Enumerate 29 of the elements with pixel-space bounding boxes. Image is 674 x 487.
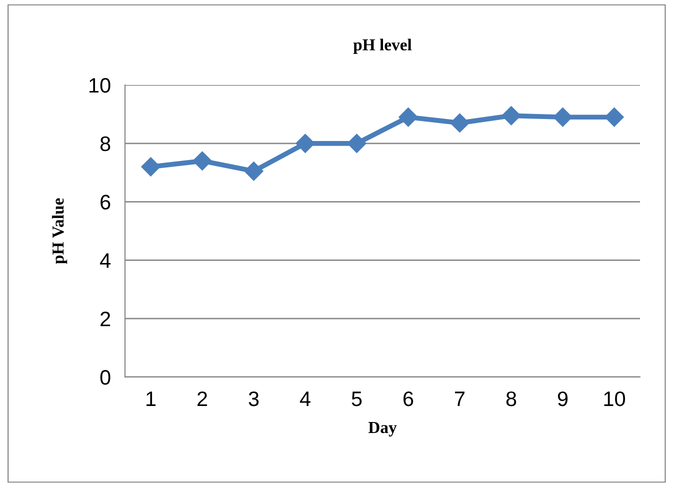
y-axis-title: pH Value (52, 198, 68, 264)
chart-title: pH level (353, 38, 412, 54)
y-tick-label: 0 (100, 370, 110, 385)
x-tick-label: 3 (248, 391, 259, 406)
point (141, 157, 160, 176)
point (296, 134, 315, 153)
y-tick-label: 2 (100, 312, 110, 326)
x-tick-label: 4 (300, 392, 310, 406)
point (450, 113, 470, 132)
y-tick-label: 6 (100, 194, 110, 210)
point (347, 134, 366, 153)
x-tick-label: 9 (558, 391, 568, 406)
point (604, 108, 624, 127)
point (398, 108, 418, 127)
x-tick-label: 5 (352, 392, 362, 406)
point (192, 151, 212, 170)
x-tick-label: 7 (455, 392, 464, 406)
x-tick-label: 6 (404, 391, 414, 406)
x-axis-title: Day (368, 422, 397, 437)
point (553, 108, 572, 127)
point (244, 162, 264, 181)
y-tick-label: 10 (90, 78, 110, 93)
x-tick-label: 2 (198, 391, 207, 406)
y-tick-label: 8 (100, 136, 110, 152)
point (502, 106, 521, 126)
x-tick-label: 1 (146, 392, 156, 406)
x-tick-label: 8 (506, 391, 516, 406)
x-tick-label: 10 (604, 391, 626, 406)
y-tick-label: 4 (100, 253, 110, 268)
